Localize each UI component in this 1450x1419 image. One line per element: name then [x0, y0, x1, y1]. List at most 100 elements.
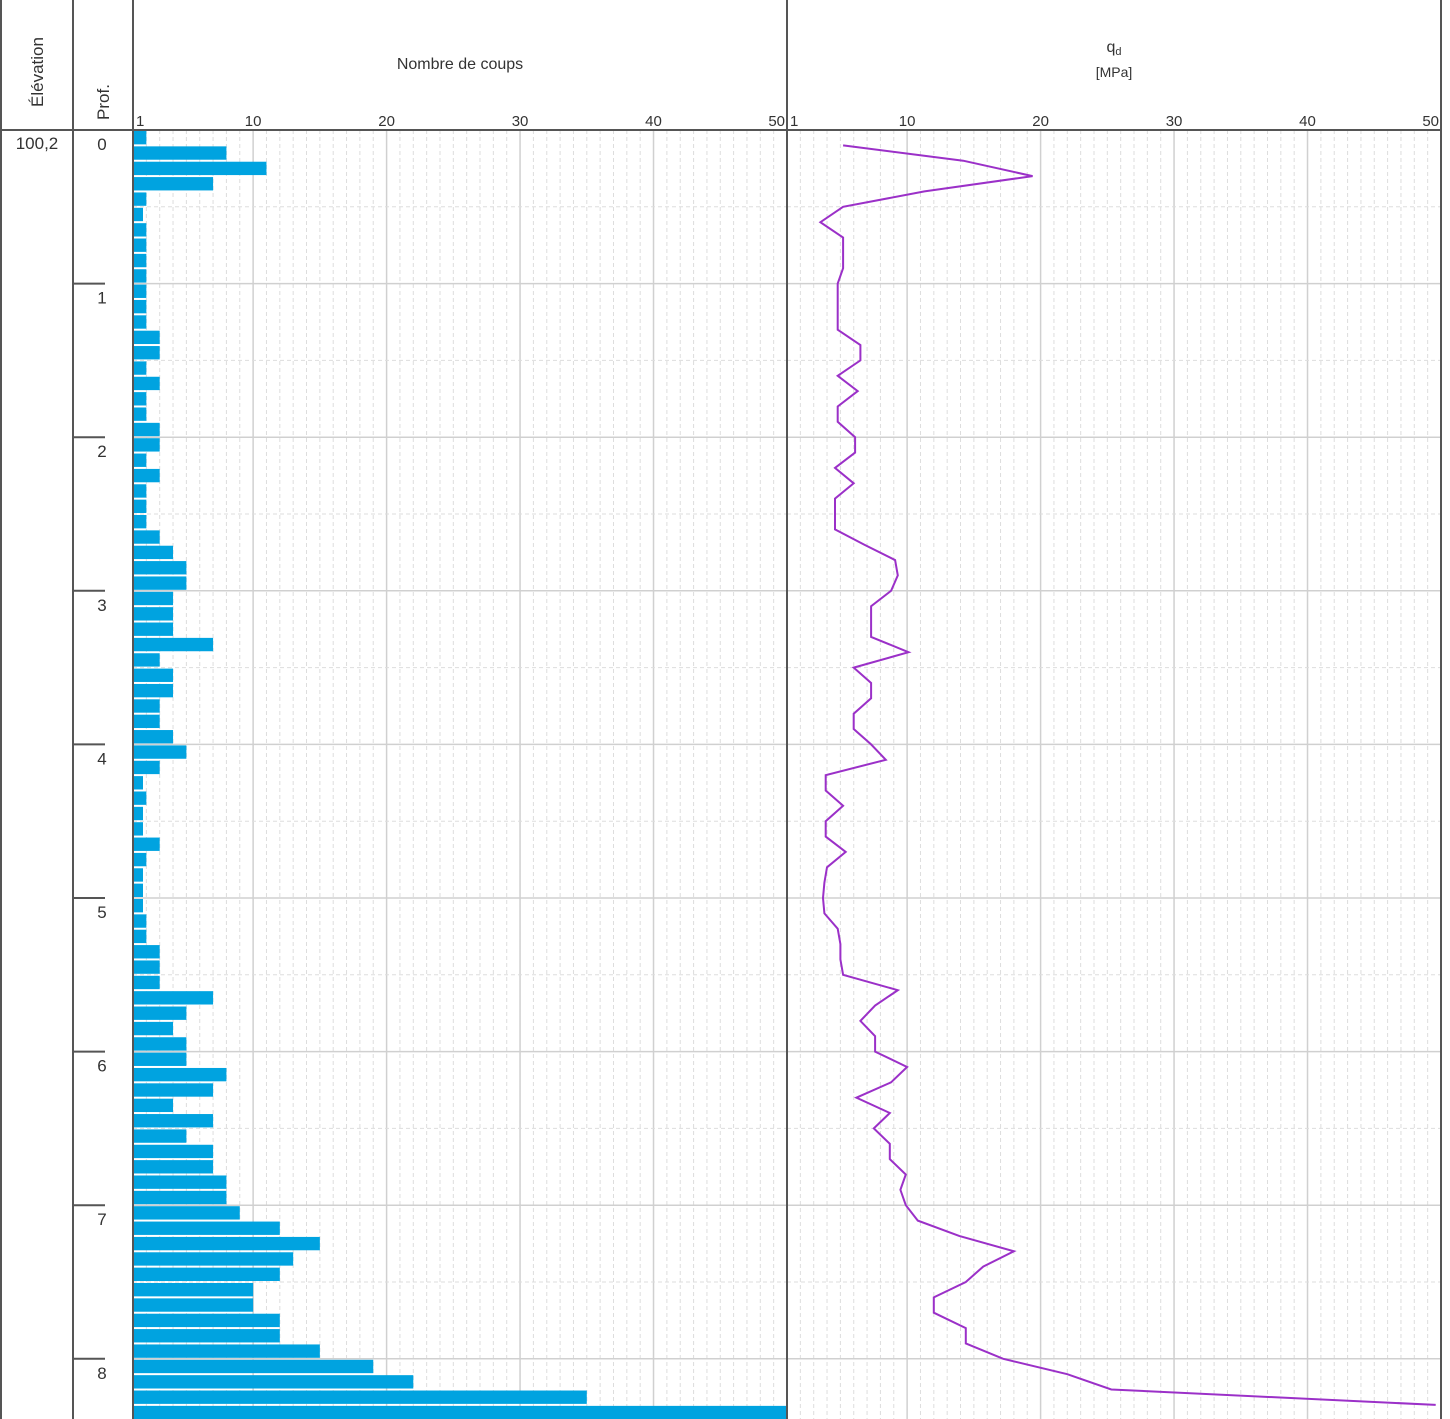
blow-count-bar [133, 330, 160, 345]
blow-count-bar [133, 530, 160, 544]
blow-count-bar [133, 914, 147, 928]
blow-count-bar [133, 653, 160, 667]
blow-count-bar [133, 1114, 214, 1128]
elevation-value: 100,2 [16, 134, 59, 153]
qd-subscript: d [1115, 46, 1121, 58]
blow-count-bar [133, 1267, 280, 1281]
blow-count-bar [133, 852, 147, 867]
depth-tick-label: 3 [97, 596, 106, 615]
blow-count-bar [133, 161, 267, 176]
depth-tick-label: 0 [97, 135, 106, 154]
blow-count-bar [133, 561, 187, 575]
qd-symbol: q [1106, 39, 1115, 56]
blow-count-bar [133, 392, 147, 406]
blow-count-bar [133, 806, 143, 821]
blow-count-bar [133, 1129, 187, 1143]
blow-count-bar [133, 945, 160, 959]
blow-count-bar [133, 745, 187, 759]
blow-count-bar [133, 346, 160, 360]
qd-unit: [MPa] [1096, 64, 1133, 80]
blow-count-bar [133, 177, 214, 191]
blow-count-bar [133, 776, 143, 790]
blow-count-bar [133, 223, 147, 237]
blow-count-bar [133, 591, 174, 606]
depth-tick-label: 7 [97, 1210, 106, 1229]
blow-count-bar [133, 407, 147, 421]
blow-count-bar [133, 146, 227, 160]
blow-count-bar [133, 499, 147, 513]
blow-count-bar [133, 883, 143, 897]
blow-count-bar [133, 453, 147, 467]
depth-tick-label: 4 [97, 749, 106, 768]
blow-count-bar [133, 1067, 227, 1082]
depth-tick-label: 6 [97, 1057, 106, 1076]
blow-count-bar [133, 545, 174, 560]
blow-count-bar [133, 668, 174, 682]
blow-count-bar [133, 1037, 187, 1051]
depth-tick-label: 5 [97, 903, 106, 922]
blow-count-bar [133, 1006, 187, 1020]
blow-count-bar [133, 637, 214, 652]
blows-x-tick-label: 1 [136, 113, 144, 130]
blow-count-bar [133, 269, 147, 283]
blow-count-bar [133, 899, 143, 913]
blow-count-bar [133, 1206, 240, 1220]
blow-count-bar [133, 1359, 374, 1374]
blow-count-bar [133, 1390, 587, 1404]
blow-count-bar [133, 1375, 414, 1389]
blow-count-bar [133, 1221, 280, 1235]
blow-count-bar [133, 683, 174, 698]
blow-count-bar [133, 1283, 254, 1297]
blow-count-bar [133, 960, 160, 974]
blow-count-bar [133, 929, 147, 944]
blows-x-tick-label: 20 [378, 113, 395, 130]
blow-count-bar [133, 515, 147, 529]
blow-count-bar [133, 1190, 227, 1205]
blow-count-bar [133, 1083, 214, 1097]
blow-count-bar [133, 1329, 280, 1343]
qd-x-tick-label: 40 [1299, 113, 1316, 130]
qd-series-line [818, 144, 1436, 1406]
blows-axis-title: Nombre de coups [397, 56, 523, 73]
blow-count-bar [133, 1144, 214, 1159]
qd-x-tick-label: 10 [899, 113, 916, 130]
blow-count-bar [133, 468, 160, 483]
qd-x-tick-label: 30 [1166, 113, 1183, 130]
blow-count-bar [133, 730, 174, 744]
blow-count-bar [133, 299, 147, 314]
depth-header: Prof. [94, 84, 113, 120]
blows-x-tick-label: 50 [768, 113, 785, 130]
blows-x-tick-label: 40 [645, 113, 662, 130]
qd-x-tick-label: 50 [1422, 113, 1439, 130]
blow-count-bar [133, 484, 147, 498]
blow-count-bar [133, 422, 160, 437]
blow-count-bar [133, 1175, 227, 1189]
blow-count-bar [133, 760, 160, 775]
blow-count-bar [133, 1160, 214, 1174]
blow-count-bar [133, 284, 147, 298]
blow-count-bar [133, 622, 174, 636]
blow-count-bar [133, 192, 147, 206]
blow-count-bar [133, 975, 160, 990]
qd-axis-title: qd [1106, 39, 1121, 58]
blow-count-bar [133, 238, 147, 252]
blow-count-bar [133, 837, 160, 851]
blow-count-bar [133, 576, 187, 590]
blow-count-bar [133, 376, 160, 391]
blow-count-bar [133, 714, 160, 729]
blow-count-bar [133, 1344, 320, 1358]
blow-count-bar [133, 607, 174, 621]
blow-count-bar [133, 822, 143, 836]
blow-count-bar [133, 1098, 174, 1113]
blows-x-tick-label: 10 [245, 113, 262, 130]
blow-count-bar [133, 361, 147, 375]
blow-count-bar [133, 315, 147, 329]
blow-count-bar [133, 207, 143, 222]
blow-count-bar [133, 253, 147, 268]
blow-count-bar [133, 1298, 254, 1312]
depth-tick-label: 1 [97, 289, 106, 308]
blow-count-bar [133, 868, 143, 882]
blow-count-bar [133, 131, 147, 145]
blow-count-bar [133, 1252, 294, 1266]
